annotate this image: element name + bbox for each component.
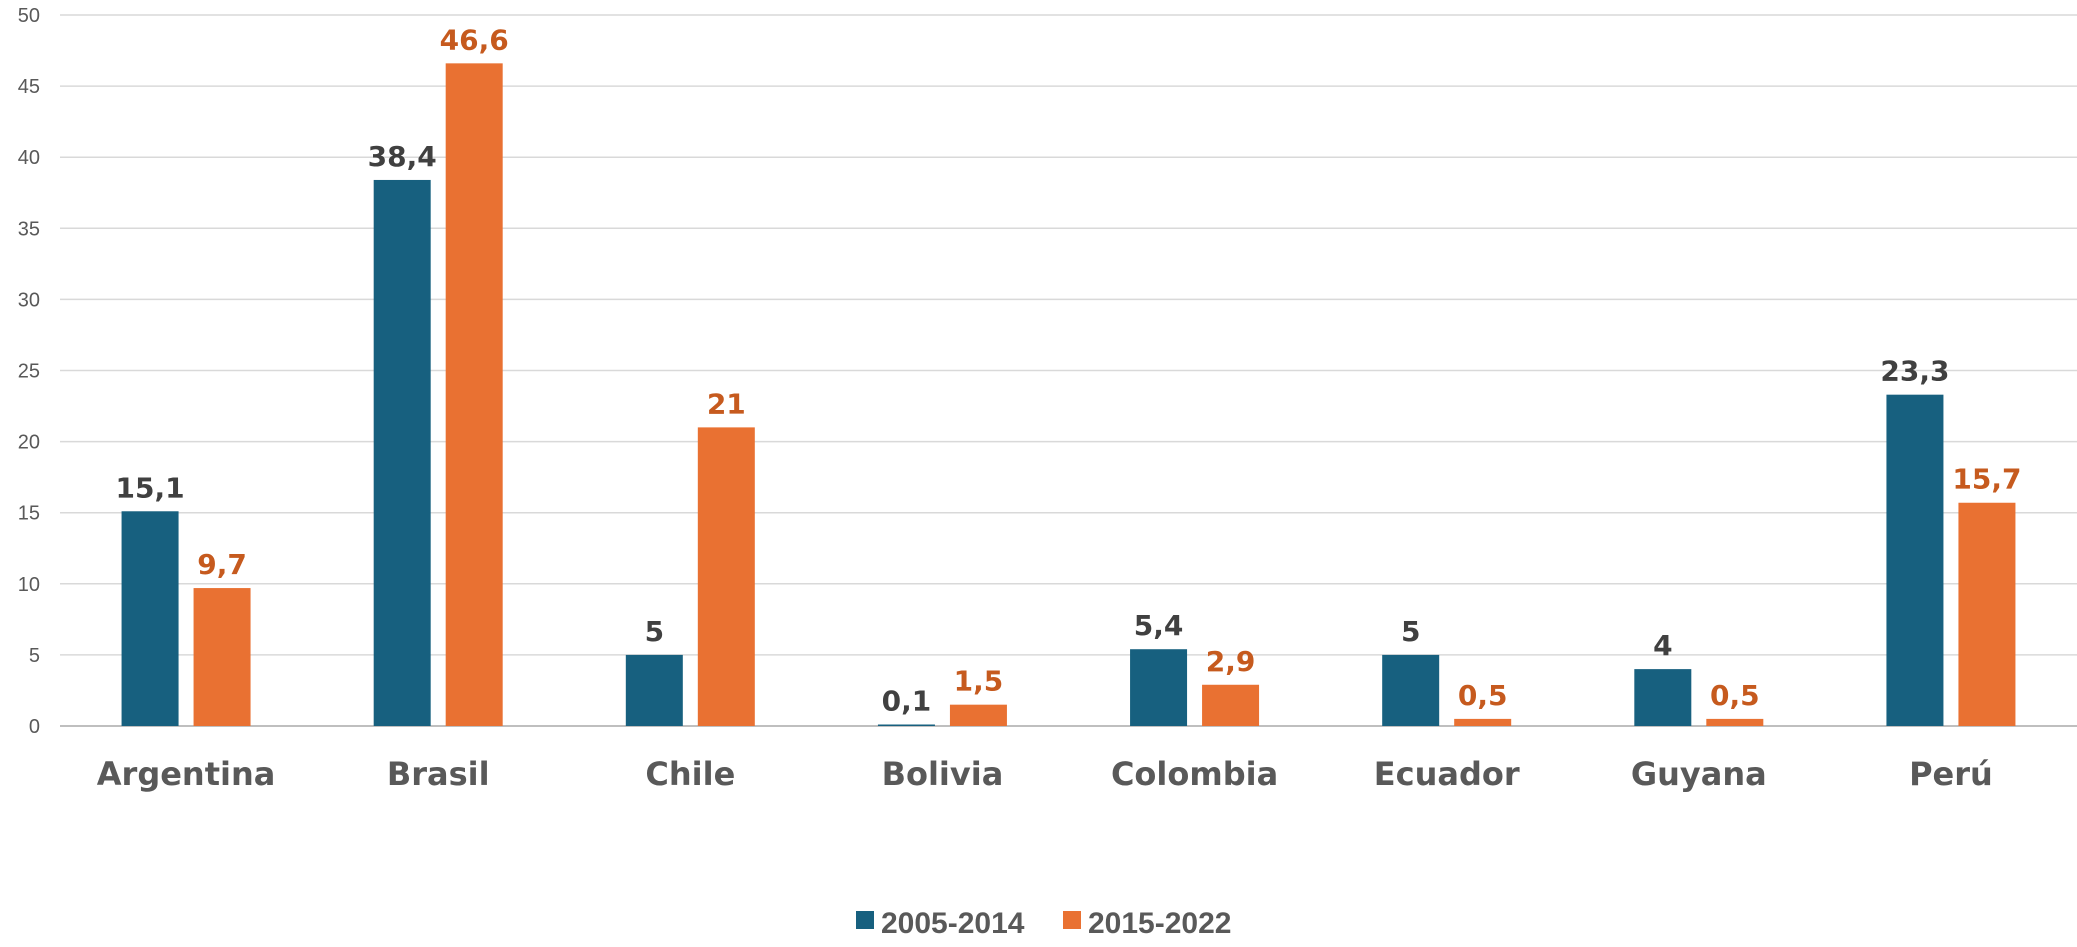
bar-2015-2022-Bolivia [949,704,1007,726]
data-label: 4 [1653,629,1672,662]
data-label: 1,5 [954,665,1004,698]
data-label: 15,1 [116,471,185,504]
y-tick-label: 0 [29,716,40,738]
x-tick-label: Brasil [387,755,490,793]
y-tick-label: 40 [18,147,40,169]
y-tick-label: 25 [18,361,40,383]
x-tick-label: Argentina [97,755,276,793]
legend-label: 2015-2022 [1088,907,1231,940]
bar-2015-2022-Argentina [193,588,251,726]
gridlines [60,14,2077,727]
data-label: 0,1 [882,685,932,718]
y-tick-label: 35 [18,218,40,240]
x-tick-label: Ecuador [1374,755,1520,793]
bar-2005-2014-Ecuador [1382,654,1440,726]
data-label: 5,4 [1134,609,1184,642]
data-label: 46,6 [440,23,509,56]
y-tick-label: 20 [18,432,40,454]
data-label: 23,3 [1880,355,1949,388]
legend-swatch [1063,911,1081,929]
data-labels: 15,1 9,7 38,4 46,6 5 21 0,1 1,5 5,4 2,9 5 0,5 4 0,5 23… [116,23,2022,717]
legend-label: 2005-2014 [881,907,1025,940]
y-tick-label: 15 [18,503,40,525]
data-label: 9,7 [197,548,247,581]
y-tick-label: 45 [18,76,40,98]
y-tick-label: 30 [18,289,40,311]
bar-2015-2022-Chile [697,427,755,726]
x-axis-ticks: Argentina Brasil Chile Bolivia Colombia Ecuad… [97,755,1993,793]
data-label: 2,9 [1206,645,1256,678]
bar-2005-2014-Brasil [373,179,431,726]
data-label: 38,4 [368,140,437,173]
bar-2015-2022-Guyana [1706,718,1764,726]
x-tick-label: Bolivia [882,755,1004,793]
bar-2005-2014-Bolivia [877,724,935,726]
y-tick-label: 10 [18,574,40,596]
data-label: 5 [1401,615,1420,648]
data-label: 0,5 [1458,679,1508,712]
bar-2015-2022-Brasil [445,63,503,726]
bar-2005-2014-Guyana [1634,669,1692,726]
bars [121,63,2016,726]
y-axis-ticks: 0 5 10 15 20 25 30 35 40 45 50 [18,5,40,738]
x-tick-label: Chile [645,755,735,793]
x-tick-label: Guyana [1631,755,1767,793]
x-tick-label: Colombia [1111,755,1278,793]
bar-2005-2014-Colombia [1130,649,1188,726]
x-tick-label: Perú [1909,755,1993,793]
legend: 2005-2014 2015-2022 [856,907,1231,940]
bar-2005-2014-Argentina [121,511,179,726]
bar-2005-2014-Perú [1886,394,1944,726]
data-label: 5 [645,615,664,648]
bar-2015-2022-Colombia [1202,684,1260,726]
bar-2015-2022-Ecuador [1454,718,1512,726]
y-tick-label: 5 [29,645,40,667]
data-label: 15,7 [1952,463,2021,496]
data-label: 0,5 [1710,679,1760,712]
legend-swatch [856,911,874,929]
bar-2015-2022-Perú [1958,502,2016,726]
y-tick-label: 50 [18,5,40,27]
bar-2005-2014-Chile [625,654,683,726]
data-label: 21 [707,387,746,420]
